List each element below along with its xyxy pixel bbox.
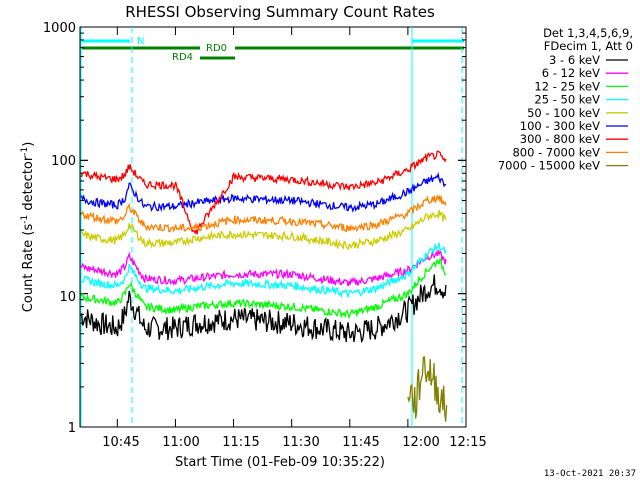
legend-label-5: 100 - 300 keV bbox=[520, 119, 600, 133]
y-tick-label-1: 1 bbox=[68, 421, 76, 436]
x-tick-label-1045: 10:45 bbox=[102, 435, 139, 450]
series-lines bbox=[80, 150, 448, 422]
x-tick-label-1215: 12:15 bbox=[449, 435, 486, 450]
footer-timestamp: 13-Oct-2021 20:37 bbox=[544, 469, 636, 479]
legend-header-det: Det 1,3,4,5,6,9, bbox=[543, 26, 633, 40]
x-tick-label-1130: 11:30 bbox=[282, 435, 319, 450]
series-line-7000-15000-kev bbox=[407, 356, 448, 422]
y-axis-label: Count Rate (s-1 detector-1) bbox=[20, 142, 36, 313]
legend-label-2: 12 - 25 keV bbox=[534, 79, 600, 93]
legend-label-3: 25 - 50 keV bbox=[534, 93, 600, 107]
series-line-3-6-kev bbox=[80, 274, 447, 344]
series-line-25-50-kev bbox=[80, 242, 447, 299]
axis-ticks bbox=[80, 26, 467, 428]
plot-frame bbox=[79, 26, 467, 428]
legend-label-4: 50 - 100 keV bbox=[527, 106, 600, 120]
y-tick-label-100: 100 bbox=[51, 154, 76, 169]
y-tick-label-1000: 1000 bbox=[43, 21, 76, 36]
legend-label-8: 7000 - 15000 keV bbox=[498, 159, 600, 173]
legend-label-6: 300 - 800 keV bbox=[520, 132, 600, 146]
series-line-800-7000-kev bbox=[80, 194, 447, 233]
legend-label-7: 800 - 7000 keV bbox=[512, 145, 600, 159]
x-axis-label: Start Time (01-Feb-09 10:35:22) bbox=[175, 455, 385, 470]
x-tick-label-1100: 11:00 bbox=[162, 435, 199, 450]
legend-header-fdecim: FDecim 1, Att 0 bbox=[544, 39, 633, 53]
series-line-50-100-kev bbox=[80, 209, 447, 251]
n-annotation-label: N bbox=[137, 36, 144, 47]
chart-title: RHESSI Observing Summary Count Rates bbox=[125, 3, 435, 21]
legend-label-1: 6 - 12 keV bbox=[542, 66, 600, 80]
x-tick-label-1115: 11:15 bbox=[222, 435, 259, 450]
series-line-12-25-kev bbox=[80, 257, 447, 320]
x-tick-label-1145: 11:45 bbox=[342, 435, 379, 450]
rd4-annotation-label: RD4 bbox=[172, 52, 193, 63]
x-tick-label-1200: 12:00 bbox=[402, 435, 439, 450]
rd0-annotation-label: RD0 bbox=[206, 43, 227, 54]
legend-label-0: 3 - 6 keV bbox=[549, 53, 600, 67]
series-line-6-12-kev bbox=[80, 249, 447, 287]
series-line-300-800-kev bbox=[80, 150, 447, 235]
y-tick-label-10: 10 bbox=[59, 290, 76, 305]
series-line-100-300-kev bbox=[80, 171, 447, 213]
